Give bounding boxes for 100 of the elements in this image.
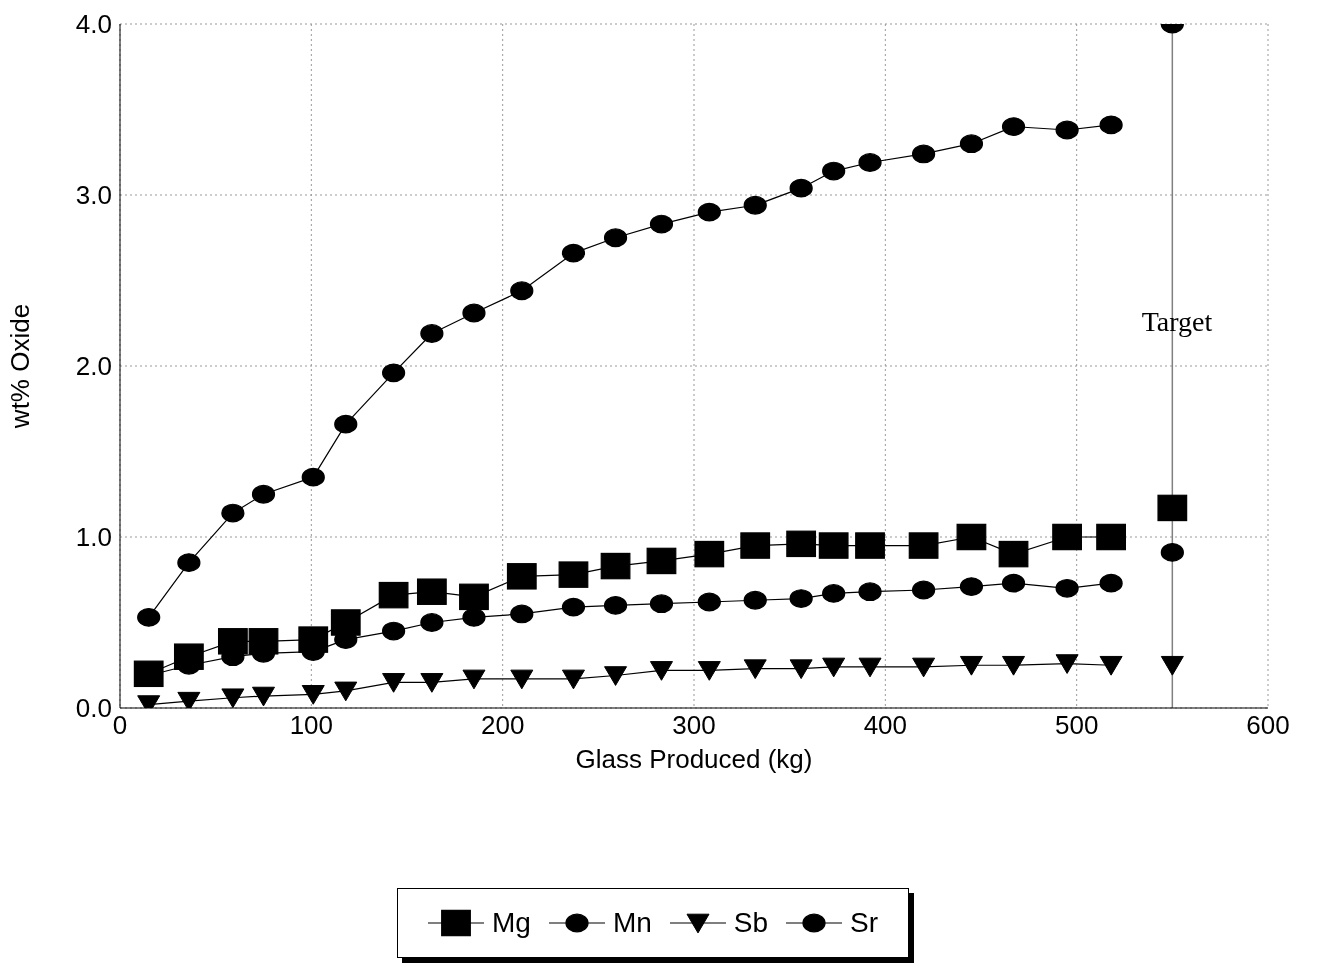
ref-line-label: Target bbox=[1141, 305, 1213, 337]
point bbox=[1160, 542, 1184, 562]
point bbox=[959, 134, 984, 154]
y-tick-label: 3.0 bbox=[75, 180, 112, 211]
point bbox=[603, 228, 628, 248]
point bbox=[822, 161, 846, 181]
point bbox=[789, 589, 813, 608]
point bbox=[649, 661, 673, 681]
point bbox=[959, 577, 984, 596]
point bbox=[382, 621, 406, 641]
point bbox=[822, 657, 846, 678]
point bbox=[561, 243, 586, 263]
point bbox=[1099, 115, 1123, 135]
point bbox=[740, 532, 771, 559]
point bbox=[912, 580, 936, 600]
point bbox=[603, 596, 628, 615]
point bbox=[600, 552, 631, 580]
point bbox=[858, 582, 882, 602]
point bbox=[818, 532, 849, 559]
point bbox=[510, 281, 534, 301]
point bbox=[1160, 655, 1184, 676]
point bbox=[1052, 523, 1082, 551]
point bbox=[1055, 120, 1079, 140]
x-tick-label: 600 bbox=[1246, 710, 1290, 741]
point bbox=[697, 661, 721, 681]
point bbox=[420, 673, 444, 693]
y-tick-label: 1.0 bbox=[75, 522, 112, 553]
point bbox=[420, 324, 444, 343]
point bbox=[1001, 117, 1026, 136]
point bbox=[858, 153, 882, 172]
point bbox=[908, 532, 939, 559]
y-tick-label: 4.0 bbox=[75, 9, 112, 40]
point bbox=[301, 685, 325, 705]
point bbox=[1099, 573, 1123, 593]
legend-label: Mg bbox=[491, 907, 531, 939]
point bbox=[1157, 494, 1188, 522]
point bbox=[462, 303, 486, 323]
point bbox=[137, 607, 161, 627]
point bbox=[1001, 573, 1026, 593]
point bbox=[416, 578, 447, 605]
point bbox=[956, 523, 987, 551]
point bbox=[177, 553, 201, 573]
point bbox=[510, 604, 534, 624]
x-tick-label: 400 bbox=[863, 710, 908, 741]
point bbox=[420, 613, 444, 632]
x-axis-title: Glass Produced (kg) bbox=[575, 744, 813, 775]
point bbox=[1002, 655, 1026, 676]
x-tick-label: 300 bbox=[672, 710, 716, 741]
y-axis-title: wt% Oxide bbox=[5, 303, 36, 430]
point bbox=[251, 484, 276, 504]
x-tick-label: 0 bbox=[112, 710, 128, 741]
point bbox=[858, 657, 882, 678]
point bbox=[462, 669, 486, 690]
point bbox=[382, 363, 406, 383]
legend-label: Sb bbox=[733, 907, 769, 939]
y-tick-label: 2.0 bbox=[75, 351, 112, 382]
point bbox=[649, 594, 674, 614]
point bbox=[221, 688, 245, 708]
point bbox=[649, 214, 674, 234]
point bbox=[330, 609, 361, 636]
point bbox=[378, 581, 409, 609]
point bbox=[561, 669, 585, 690]
point bbox=[462, 607, 486, 627]
y-tick-label: 0.0 bbox=[75, 693, 112, 724]
point bbox=[334, 681, 358, 702]
x-tick-label: 100 bbox=[289, 710, 334, 741]
point bbox=[1055, 578, 1079, 598]
legend-label: Mn bbox=[612, 907, 652, 939]
point bbox=[506, 563, 537, 590]
point bbox=[510, 669, 534, 690]
point bbox=[697, 592, 721, 612]
point bbox=[334, 414, 358, 434]
point bbox=[694, 540, 725, 568]
point bbox=[1055, 654, 1079, 674]
point bbox=[604, 666, 628, 686]
point bbox=[558, 561, 589, 588]
point bbox=[789, 659, 813, 680]
point bbox=[382, 673, 406, 693]
point bbox=[1099, 655, 1123, 676]
point bbox=[786, 530, 817, 558]
point bbox=[743, 195, 767, 215]
point bbox=[855, 532, 885, 559]
legend-label: Sr bbox=[850, 907, 879, 939]
point bbox=[998, 540, 1029, 568]
point bbox=[697, 202, 721, 222]
point bbox=[1096, 523, 1127, 551]
point bbox=[959, 655, 983, 676]
point bbox=[912, 657, 936, 678]
point bbox=[561, 597, 586, 617]
point bbox=[646, 547, 677, 575]
point bbox=[743, 590, 767, 610]
point bbox=[221, 503, 245, 523]
x-tick-label: 200 bbox=[480, 710, 525, 741]
point bbox=[301, 467, 325, 487]
point bbox=[459, 583, 489, 611]
point bbox=[822, 584, 846, 603]
point bbox=[912, 144, 936, 164]
x-tick-label: 500 bbox=[1054, 710, 1099, 741]
point bbox=[252, 686, 275, 707]
point bbox=[789, 178, 813, 198]
